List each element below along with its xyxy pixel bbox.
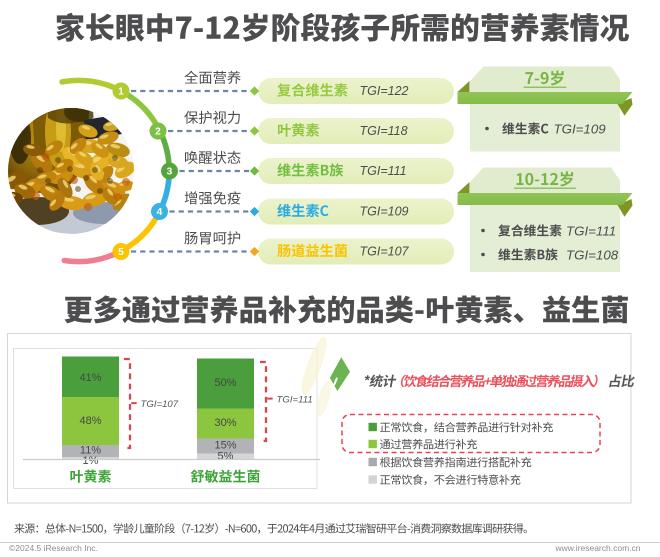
svg-text:©2024.5 iResearch Inc.: ©2024.5 iResearch Inc. [9,543,98,553]
svg-text:TGI=118: TGI=118 [360,124,408,138]
svg-text:TGI=109: TGI=109 [360,205,409,219]
svg-text:TGI=107: TGI=107 [360,245,410,259]
svg-text:48%: 48% [79,415,101,427]
svg-text:TGI=108: TGI=108 [566,247,619,262]
svg-text:15%: 15% [214,440,236,452]
svg-text:TGI=111: TGI=111 [277,394,313,405]
svg-text:3: 3 [167,167,173,178]
svg-text:TGI=107: TGI=107 [141,399,179,410]
svg-text:11%: 11% [80,445,101,457]
svg-text:1: 1 [118,87,124,98]
svg-text:50%: 50% [214,377,236,389]
svg-text:TGI=111: TGI=111 [566,223,616,238]
svg-text:TGI=122: TGI=122 [360,84,409,98]
svg-text:1%: 1% [83,455,99,467]
svg-text:2: 2 [155,127,161,138]
svg-text:TGI=109: TGI=109 [554,121,607,136]
svg-text:4: 4 [157,207,163,218]
svg-text:5: 5 [118,247,124,258]
svg-text:TGI=111: TGI=111 [360,164,407,178]
svg-text:5%: 5% [218,451,234,463]
svg-text:30%: 30% [214,417,236,429]
svg-text:41%: 41% [79,372,101,384]
svg-text:www.iresearch.com.cn: www.iresearch.com.cn [554,543,640,553]
